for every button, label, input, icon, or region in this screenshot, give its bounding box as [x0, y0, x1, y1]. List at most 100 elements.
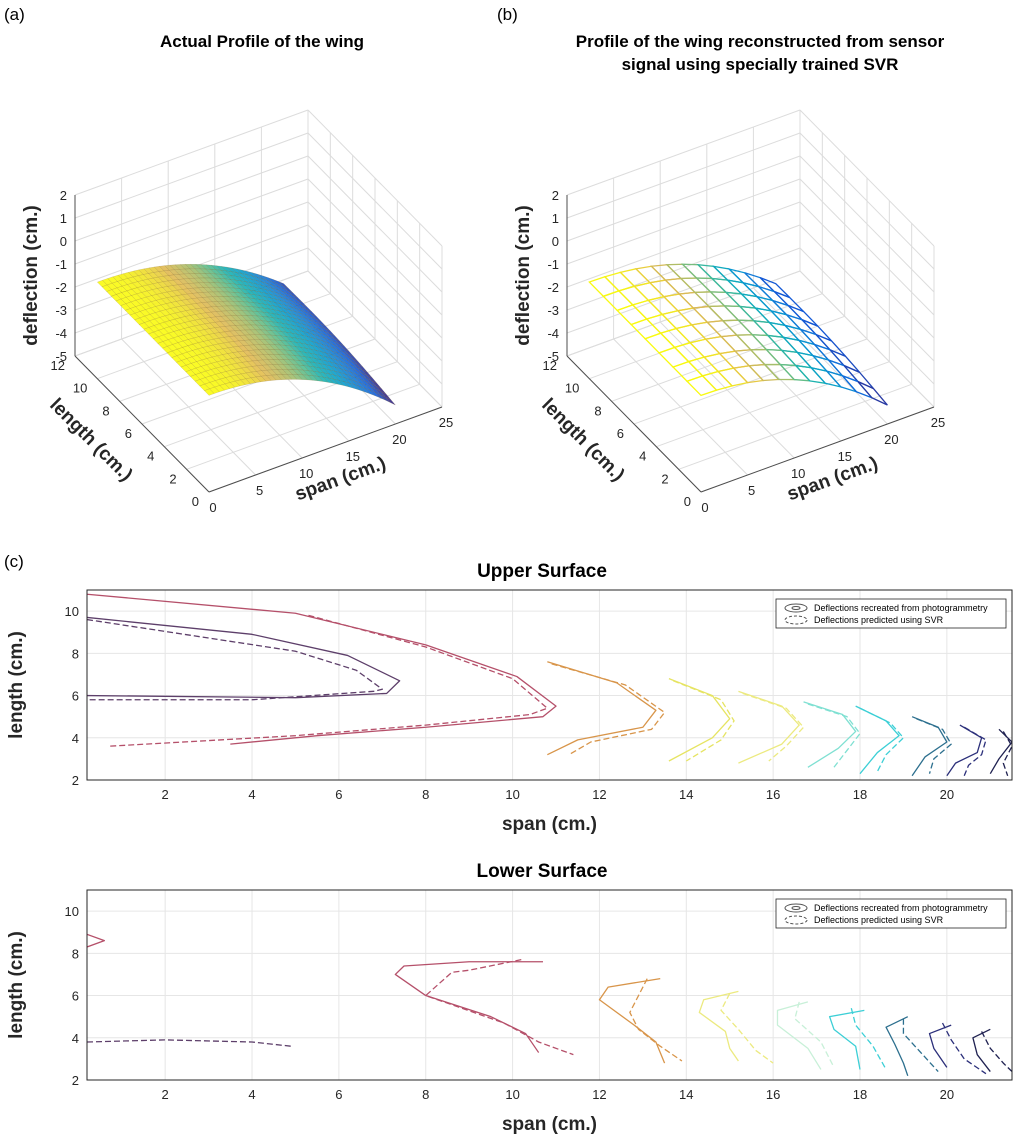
- x-tick-label: 20: [392, 432, 406, 447]
- panel-label-c: (c): [4, 552, 24, 571]
- series-line: [87, 618, 383, 701]
- series-group: [87, 593, 1012, 777]
- sidewall-gridline-z: [307, 247, 443, 385]
- y-tick-label: 0: [684, 494, 691, 509]
- x-tick-label: 14: [679, 787, 693, 802]
- x-tick-label: 6: [335, 1087, 342, 1102]
- sidewall-gridline-z: [307, 178, 443, 316]
- series-line: [828, 1009, 865, 1070]
- floor-gridline-y: [186, 383, 420, 470]
- series-line: [738, 690, 800, 764]
- z-tick-label: 0: [552, 234, 559, 249]
- x-tick-label: 18: [853, 1087, 867, 1102]
- z-tick-label: 1: [60, 211, 67, 226]
- sidewall-gridline-z: [799, 155, 935, 293]
- sidewall-gridline-z: [799, 224, 935, 362]
- y-axis-line: [566, 355, 702, 493]
- x-tick-label: 8: [422, 1087, 429, 1102]
- sidewall-gridline-z: [799, 132, 935, 270]
- y-tick-label: 10: [73, 381, 87, 396]
- series-line: [673, 680, 735, 762]
- y-tick-label: 2: [72, 773, 79, 788]
- series-line: [776, 1001, 822, 1070]
- y-tick-label: 8: [594, 403, 601, 418]
- surface-patch: [315, 318, 326, 327]
- backwall-gridline-z: [566, 155, 801, 242]
- series-line: [850, 1008, 887, 1070]
- legend-entry: Deflections recreated from photogrammetr…: [814, 903, 988, 913]
- x-tick-label: 2: [162, 787, 169, 802]
- legend-entry: Deflections recreated from photogrammetr…: [814, 603, 988, 613]
- x-tick-label: 18: [853, 787, 867, 802]
- backwall-gridline-z: [566, 270, 801, 357]
- surface-patch: [320, 323, 331, 332]
- z-tick-label: -5: [55, 349, 67, 364]
- panel-b-title-line2: signal using specially trained SVR: [622, 55, 899, 74]
- x-tick-label: 20: [940, 1087, 954, 1102]
- y-tick-label: 4: [72, 731, 79, 746]
- series-line: [981, 1031, 1012, 1073]
- series-line: [807, 703, 861, 768]
- z-tick-label: -3: [55, 303, 67, 318]
- x-tick-label: 5: [256, 483, 263, 498]
- z-tick-label: 2: [60, 188, 67, 203]
- x-tick-label: 4: [248, 1087, 255, 1102]
- series-line: [87, 616, 401, 699]
- y-tick-label: 2: [661, 471, 668, 486]
- backwall-gridline-z: [566, 132, 801, 219]
- series-line: [885, 1016, 909, 1076]
- surface-patch: [857, 380, 888, 406]
- series-line: [928, 1024, 952, 1068]
- y-tick-label: 6: [125, 426, 132, 441]
- panel-b-title-line1: Profile of the wing reconstructed from s…: [576, 32, 945, 51]
- series-line: [394, 961, 543, 1053]
- y-tick-label: 4: [639, 449, 646, 464]
- series-line: [668, 678, 731, 762]
- panel-label-b: (b): [497, 5, 518, 24]
- x-tick-label: 15: [838, 449, 852, 464]
- x-tick-label: 12: [592, 1087, 606, 1102]
- surface-patch: [324, 328, 336, 337]
- legend-entry: Deflections predicted using SVR: [814, 615, 944, 625]
- surface-patch: [385, 396, 396, 406]
- z-tick-label: -1: [547, 257, 559, 272]
- x-axis-title: span (cm.): [502, 1114, 597, 1135]
- surface-patch: [292, 295, 303, 303]
- x-tick-label: 10: [505, 1087, 519, 1102]
- plot-frame: [86, 889, 1013, 1081]
- legend-swatch-solid: [784, 903, 808, 913]
- series-line: [902, 1018, 939, 1072]
- sidewall-gridline-z: [307, 201, 443, 339]
- series-line: [803, 701, 857, 768]
- surface-patch: [366, 375, 377, 384]
- sidewall-gridline-z: [307, 270, 443, 408]
- backwall-gridline-z: [566, 201, 801, 288]
- sidewall-gridline-z: [799, 247, 935, 385]
- backwall-gridline-z: [74, 201, 309, 288]
- x-tick-label: 20: [940, 787, 954, 802]
- series-line: [972, 1028, 991, 1072]
- x-tick-label: 8: [422, 787, 429, 802]
- series-group: [87, 933, 1012, 1076]
- surface-patch: [301, 304, 312, 312]
- surface-patch: [338, 343, 350, 352]
- series-line: [742, 692, 805, 762]
- x-axis-line: [208, 406, 443, 493]
- y-tick-label: 8: [102, 403, 109, 418]
- series-line: [794, 1001, 835, 1068]
- x-tick-label: 5: [748, 483, 755, 498]
- legend: Deflections recreated from photogrammetr…: [775, 898, 1007, 929]
- series-line: [720, 993, 774, 1064]
- legend-box: [775, 898, 1007, 929]
- series-line: [108, 614, 548, 747]
- x-tick-label: 14: [679, 1087, 693, 1102]
- series-line: [698, 990, 739, 1062]
- legend-swatch-solid-inner: [791, 906, 801, 910]
- x-tick-label: 25: [931, 415, 945, 430]
- legend-swatch-dashed: [784, 915, 808, 925]
- backwall-gridline-z: [566, 247, 801, 334]
- backwall-gridline-z: [74, 178, 309, 265]
- backwall-gridline-z: [74, 109, 309, 196]
